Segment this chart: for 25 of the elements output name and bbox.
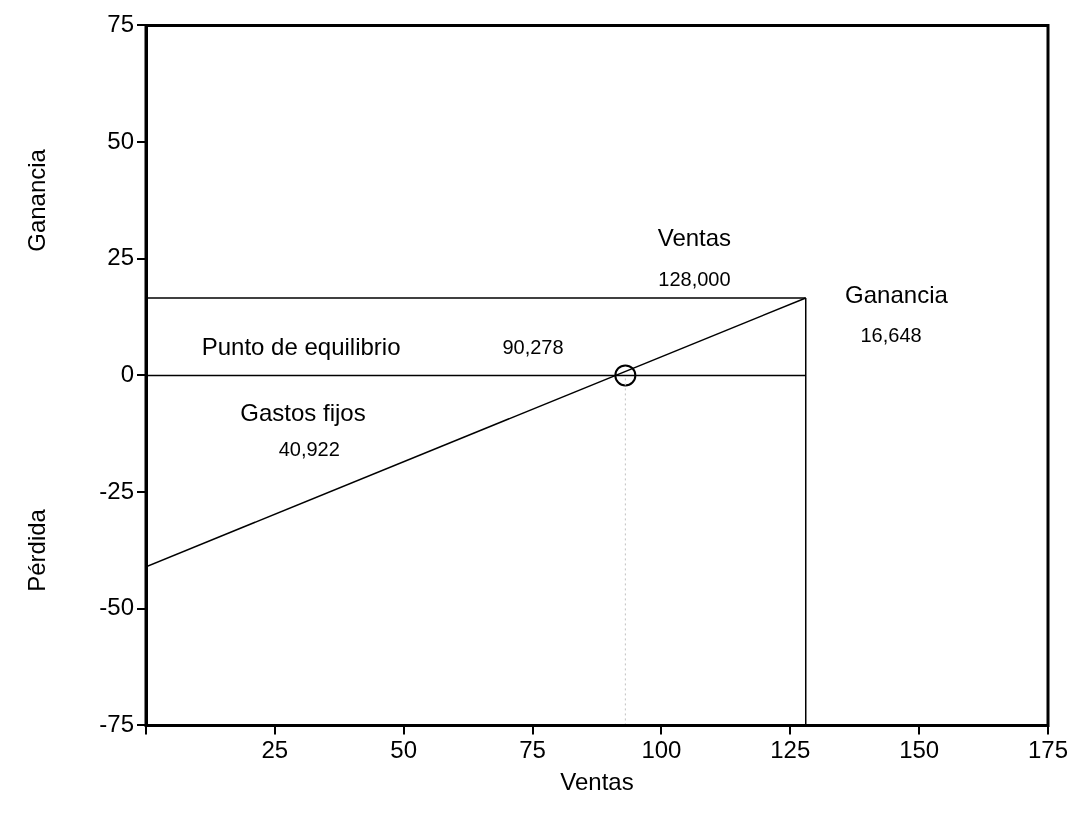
y-tick-label: 50 — [107, 126, 134, 154]
y-axis-title: Ganancia — [22, 148, 50, 252]
y-tick-label: -50 — [99, 593, 134, 621]
x-tick-label: 150 — [899, 736, 940, 764]
y-tick-label: -75 — [99, 710, 134, 738]
annotation: 16,648 — [860, 324, 922, 347]
y-tick-label: 75 — [107, 10, 134, 38]
annotation: 40,922 — [278, 437, 340, 460]
x-axis-title: Ventas — [560, 768, 634, 796]
x-tick-label: 75 — [519, 736, 546, 764]
annotation: 128,000 — [658, 267, 731, 290]
annotation: Ventas — [657, 224, 732, 252]
y-tick-label: 25 — [107, 243, 134, 271]
y-tick-label: -25 — [99, 476, 134, 504]
x-tick-label: 25 — [261, 736, 289, 764]
text: Pérdida — [22, 508, 50, 592]
x-tick-label: 175 — [1027, 736, 1069, 764]
annotation: 90,278 — [502, 335, 564, 358]
x-tick-label: 100 — [641, 736, 682, 764]
annotation: Gastos fijos — [240, 398, 366, 426]
x-tick-label: 50 — [390, 736, 418, 764]
y-tick-label: 0 — [120, 360, 134, 388]
annotation: Punto de equilibrio — [201, 332, 401, 360]
annotation: Ganancia — [845, 280, 949, 308]
x-tick-label: 125 — [770, 736, 811, 764]
